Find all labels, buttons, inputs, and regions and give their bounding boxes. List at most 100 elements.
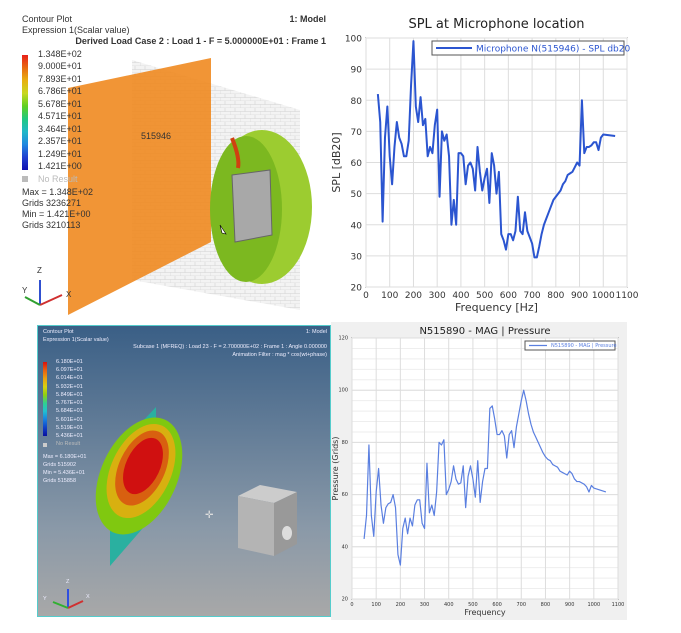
axis-triad-icon bbox=[24, 280, 63, 306]
pressure-chart: 0 100 200 300 400 500 600 700 800 900 1000 1100 20 40… bbox=[331, 322, 627, 620]
y-tick-label: 100 bbox=[338, 388, 348, 394]
legend-value: 6.786E+01 bbox=[38, 86, 82, 96]
x-tick-label: 300 bbox=[420, 602, 430, 608]
x-tick-label: 700 bbox=[516, 602, 526, 608]
min-grid: Grids 515858 bbox=[43, 478, 77, 484]
legend-value: 2.357E+01 bbox=[38, 136, 82, 146]
contour-viewport-bottom[interactable]: ✛ Contour Plot Expression 1(Scalar value… bbox=[37, 325, 331, 617]
plot-title: Contour Plot bbox=[22, 14, 73, 24]
x-tick-label: 1000 bbox=[592, 291, 615, 301]
legend-value: 5.678E+01 bbox=[38, 99, 82, 109]
min-grid: Grids 3210113 bbox=[22, 220, 81, 230]
y-tick-label: 100 bbox=[345, 35, 362, 45]
legend-value: 1.249E+01 bbox=[38, 149, 82, 159]
legend-color-bar bbox=[22, 55, 28, 170]
x-tick-label: 200 bbox=[396, 602, 406, 608]
node-label: 515946 bbox=[141, 131, 172, 141]
y-tick-label: 30 bbox=[351, 252, 363, 262]
legend-value: 5.767E+01 bbox=[56, 400, 83, 406]
max-value: Max = 6.180E+01 bbox=[43, 454, 87, 460]
plot-title: Contour Plot bbox=[43, 329, 74, 335]
axis-x-label: X bbox=[86, 594, 90, 600]
no-result-label: No Result bbox=[56, 441, 81, 447]
contour-viewport-top[interactable]: Contour Plot Expression 1(Scalar value) … bbox=[0, 10, 330, 315]
x-tick-label: 600 bbox=[492, 602, 502, 608]
crosshair-cursor-icon: ✛ bbox=[205, 510, 214, 521]
y-tick-label: 70 bbox=[351, 128, 363, 138]
axis-y-label: Y bbox=[43, 596, 47, 602]
legend-color-bar bbox=[43, 362, 47, 436]
min-value: Min = 5.436E+01 bbox=[43, 470, 85, 476]
hotspot-stripe bbox=[230, 137, 241, 169]
expression-label: Expression 1(Scalar value) bbox=[22, 25, 130, 35]
legend-value: 7.893E+01 bbox=[38, 74, 82, 84]
no-result-label: No Result bbox=[38, 174, 78, 184]
no-result-swatch bbox=[22, 176, 28, 182]
legend-value: 5.849E+01 bbox=[56, 392, 83, 398]
y-tick-label: 20 bbox=[351, 284, 363, 294]
legend-value: 5.684E+01 bbox=[56, 408, 83, 414]
y-tick-label: 120 bbox=[338, 336, 348, 342]
y-tick-label: 90 bbox=[351, 66, 363, 76]
legend-value: 6.097E+01 bbox=[56, 367, 83, 373]
max-value: Max = 1.348E+02 bbox=[22, 187, 94, 197]
legend-value: 3.464E+01 bbox=[38, 124, 82, 134]
y-tick-label: 80 bbox=[351, 97, 363, 107]
expression-label: Expression 1(Scalar value) bbox=[43, 337, 109, 343]
x-tick-label: 500 bbox=[468, 602, 478, 608]
model-scene bbox=[24, 58, 312, 315]
axis-x-label: X bbox=[66, 290, 72, 299]
equipment-box bbox=[231, 169, 273, 243]
mouse-cursor-icon bbox=[219, 224, 227, 235]
legend-value: 1.421E+00 bbox=[38, 161, 82, 171]
y-axis-label: SPL [dB20] bbox=[330, 132, 343, 192]
x-tick-label: 1000 bbox=[587, 602, 600, 608]
legend-label: N515890 - MAG | Pressure bbox=[551, 343, 617, 349]
y-tick-label: 60 bbox=[351, 159, 363, 169]
pressure-plane bbox=[95, 407, 183, 566]
max-grid: Grids 515902 bbox=[43, 462, 77, 468]
x-tick-label: 800 bbox=[547, 291, 564, 301]
x-tick-label: 1100 bbox=[616, 291, 639, 301]
legend-label: Microphone N(515946) - SPL db20 bbox=[476, 45, 630, 55]
model-scene: ✛ bbox=[52, 407, 297, 609]
model-label: 1: Model bbox=[289, 14, 326, 24]
equipment-box bbox=[238, 485, 297, 556]
legend-value: 5.601E+01 bbox=[56, 417, 83, 423]
legend-value: 5.519E+01 bbox=[56, 425, 83, 431]
max-grid: Grids 3236271 bbox=[22, 198, 82, 208]
axis-y-label: Y bbox=[22, 286, 28, 295]
x-tick-label: 900 bbox=[571, 291, 588, 301]
x-tick-label: 400 bbox=[452, 291, 469, 301]
microphone-plane bbox=[68, 58, 211, 315]
x-tick-label: 200 bbox=[405, 291, 422, 301]
legend-value: 4.571E+01 bbox=[38, 111, 82, 121]
spl-chart: 0 100 200 300 400 500 600 700 800 900 1000 1100 20 30… bbox=[330, 17, 639, 314]
legend-value: 1.348E+02 bbox=[38, 49, 82, 59]
y-tick-label: 20 bbox=[342, 597, 348, 603]
axis-z-label: Z bbox=[37, 266, 42, 275]
x-tick-label: 500 bbox=[476, 291, 493, 301]
x-tick-label: 700 bbox=[523, 291, 540, 301]
legend-value: 6.180E+01 bbox=[56, 359, 83, 365]
y-tick-label: 50 bbox=[351, 190, 363, 200]
x-tick-label: 100 bbox=[381, 291, 398, 301]
legend-box bbox=[431, 40, 625, 56]
legend-box bbox=[524, 340, 616, 351]
x-tick-label: 0 bbox=[350, 602, 353, 608]
axis-triad-icon bbox=[52, 589, 84, 609]
x-tick-label: 400 bbox=[444, 602, 454, 608]
x-tick-label: 100 bbox=[371, 602, 381, 608]
x-tick-label: 800 bbox=[541, 602, 551, 608]
x-tick-label: 1100 bbox=[612, 602, 625, 608]
model-label: 1: Model bbox=[305, 329, 327, 335]
x-axis-label: Frequency bbox=[464, 608, 506, 617]
y-axis-label: Pressure (Grids) bbox=[331, 437, 340, 501]
legend-value: 5.436E+01 bbox=[56, 433, 83, 439]
subcase-label: Subcase 1 (MFREQ) : Load 23 - F = 2.7000… bbox=[133, 344, 327, 350]
chart-title: N515890 - MAG | Pressure bbox=[419, 326, 550, 337]
y-tick-label: 80 bbox=[342, 440, 348, 446]
x-tick-label: 0 bbox=[363, 291, 369, 301]
subcase-label: Derived Load Case 2 : Load 1 - F = 5.000… bbox=[75, 36, 326, 46]
legend-value: 5.932E+01 bbox=[56, 384, 83, 390]
